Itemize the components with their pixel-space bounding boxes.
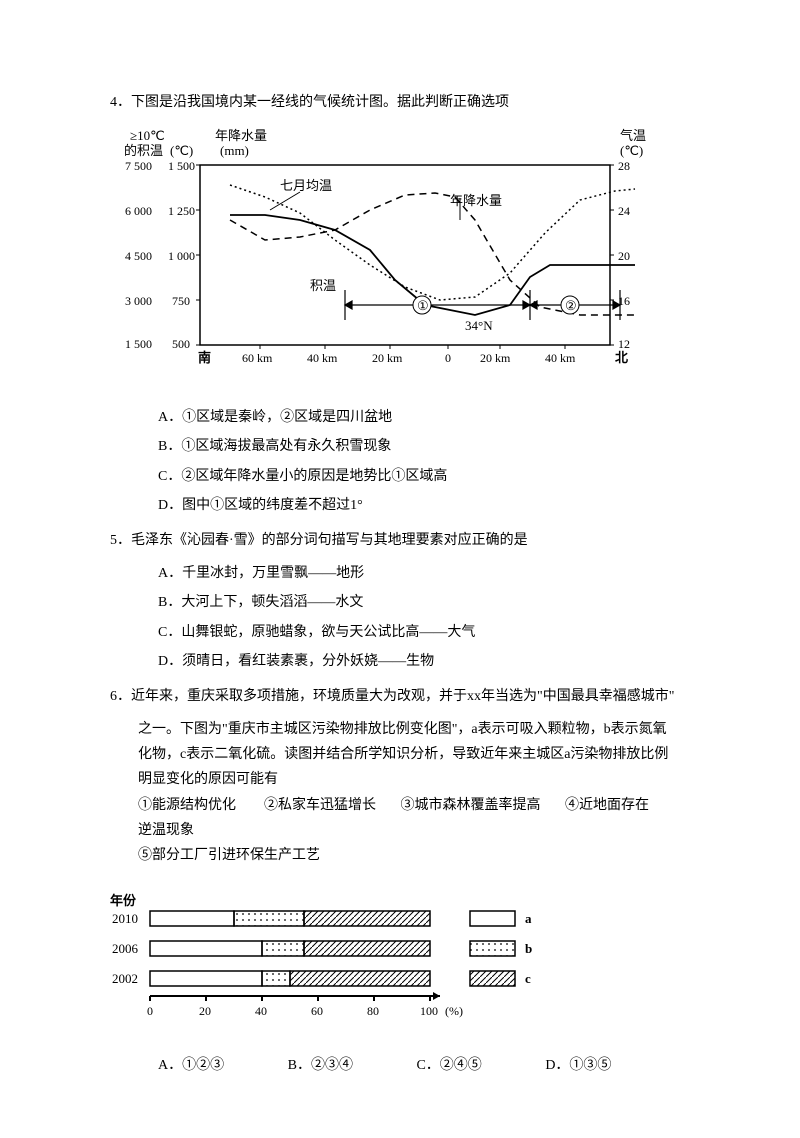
svg-text:积温: 积温 [310,278,336,293]
q6-options: A．①②③ B．②③④ C．②④⑤ D．①③⑤ [110,1053,690,1078]
svg-text:1 500: 1 500 [125,337,152,351]
svg-text:500: 500 [172,337,190,351]
svg-text:60: 60 [311,1004,323,1018]
svg-text:北: 北 [615,350,628,365]
svg-text:(mm): (mm) [220,143,249,158]
q6-opt-b: B．②③④ [288,1053,353,1078]
q5-opt-b: B．大河上下，顿失滔滔——水文 [158,590,690,615]
q6-t5a: ①能源结构优化 [138,798,236,813]
svg-text:20 km: 20 km [480,351,511,365]
pollution-chart-svg: 年份 2010 2006 2002 [110,893,590,1043]
svg-text:12: 12 [618,337,630,351]
q6-line7: ⑤部分工厂引进环保生产工艺 [110,843,690,868]
svg-text:a: a [525,911,532,926]
svg-text:24: 24 [618,204,630,218]
q5-num: 5． [110,533,131,548]
q5-opt-d: D．须晴日，看红装素裹，分外妖娆——生物 [158,649,690,674]
question-4: 4．下图是沿我国境内某一经线的气候统计图。据此判断正确选项 ≥10℃ 的积温 (… [110,90,690,518]
svg-text:20 km: 20 km [372,351,403,365]
svg-text:七月均温: 七月均温 [280,178,332,193]
svg-text:气温: 气温 [620,128,646,143]
svg-text:b: b [525,941,532,956]
q4-stem: 4．下图是沿我国境内某一经线的气候统计图。据此判断正确选项 [110,90,690,115]
q5-text: 毛泽东《沁园春·雪》的部分词句描写与其地理要素对应正确的是 [131,533,528,548]
svg-text:0: 0 [445,351,451,365]
svg-text:年降水量: 年降水量 [215,128,267,143]
q6-text1: 近年来，重庆采取多项措施，环境质量大为改观，并于xx年当选为"中国最具幸福感城市… [131,689,674,704]
q5-opt-a: A．千里冰封，万里雪飘——地形 [158,561,690,586]
q6-line4: 明显变化的原因可能有 [110,767,690,792]
svg-text:40 km: 40 km [545,351,576,365]
svg-text:40: 40 [255,1004,267,1018]
svg-text:750: 750 [172,294,190,308]
svg-text:南: 南 [198,350,211,365]
svg-text:(℃): (℃) [620,143,643,158]
q6-t5b: ②私家车迅猛增长 [264,798,376,813]
q6-num: 6． [110,689,131,704]
q6-t5d: ④近地面存在 [565,798,649,813]
q6-line2: 之一。下图为"重庆市主城区污染物排放比例变化图"，a表示可吸入颗粒物，b表示氮氧 [110,717,690,742]
svg-text:2006: 2006 [112,941,139,956]
question-5: 5．毛泽东《沁园春·雪》的部分词句描写与其地理要素对应正确的是 A．千里冰封，万… [110,528,690,674]
svg-text:①: ① [417,298,429,313]
svg-text:1 000: 1 000 [168,249,195,263]
svg-text:年份: 年份 [110,893,137,908]
q4-opt-c: C．②区域年降水量小的原因是地势比①区域高 [158,464,690,489]
q6-chart: 年份 2010 2006 2002 [110,893,690,1043]
svg-text:20: 20 [618,249,630,263]
q5-opt-c: C．山舞银蛇，原驰蜡象，欲与天公试比高——大气 [158,620,690,645]
svg-text:年降水量: 年降水量 [450,193,502,208]
q6-t5c: ③城市森林覆盖率提高 [401,798,541,813]
svg-text:(℃): (℃) [170,143,193,158]
q6-line6: 逆温现象 [110,818,690,843]
q4-opt-b: B．①区域海拔最高处有永久积雪现象 [158,434,690,459]
svg-text:28: 28 [618,159,630,173]
q4-num: 4． [110,95,131,110]
q5-options: A．千里冰封，万里雪飘——地形 B．大河上下，顿失滔滔——水文 C．山舞银蛇，原… [110,561,690,674]
svg-text:0: 0 [147,1004,153,1018]
svg-text:4 500: 4 500 [125,249,152,263]
svg-text:20: 20 [199,1004,211,1018]
q4-chart: ≥10℃ 的积温 (℃) 年降水量 (mm) 气温 (℃) 7 500 6 00… [110,125,690,395]
q4-opt-d: D．图中①区域的纬度差不超过1° [158,493,690,518]
q4-options: A．①区域是秦岭，②区域是四川盆地 B．①区域海拔最高处有永久积雪现象 C．②区… [110,405,690,518]
q4-opt-a: A．①区域是秦岭，②区域是四川盆地 [158,405,690,430]
q6-opt-c: C．②④⑤ [416,1053,481,1078]
svg-text:≥10℃: ≥10℃ [130,128,165,143]
svg-text:(%): (%) [445,1004,463,1018]
svg-text:60 km: 60 km [242,351,273,365]
svg-text:40 km: 40 km [307,351,338,365]
q6-opt-a: A．①②③ [158,1053,224,1078]
question-6: 6．近年来，重庆采取多项措施，环境质量大为改观，并于xx年当选为"中国最具幸福感… [110,684,690,1079]
svg-text:80: 80 [367,1004,379,1018]
svg-text:1 500: 1 500 [168,159,195,173]
svg-text:②: ② [565,298,577,313]
svg-text:7 500: 7 500 [125,159,152,173]
q6-line5: ①能源结构优化 ②私家车迅猛增长 ③城市森林覆盖率提高 ④近地面存在 [110,793,690,818]
q6-opt-d: D．①③⑤ [545,1053,611,1078]
svg-text:100: 100 [420,1004,438,1018]
svg-text:1 250: 1 250 [168,204,195,218]
svg-text:34°N: 34°N [465,318,493,333]
climate-chart-svg: ≥10℃ 的积温 (℃) 年降水量 (mm) 气温 (℃) 7 500 6 00… [110,125,670,395]
q4-text: 下图是沿我国境内某一经线的气候统计图。据此判断正确选项 [131,95,509,110]
svg-text:c: c [525,971,531,986]
svg-text:3 000: 3 000 [125,294,152,308]
svg-text:6 000: 6 000 [125,204,152,218]
q5-stem: 5．毛泽东《沁园春·雪》的部分词句描写与其地理要素对应正确的是 [110,528,690,553]
q6-line3: 化物，c表示二氧化硫。读图并结合所学知识分析，导致近年来主城区a污染物排放比例 [110,742,690,767]
svg-text:2002: 2002 [112,971,138,986]
svg-text:2010: 2010 [112,911,138,926]
svg-text:的积温: 的积温 [124,143,163,158]
q6-stem: 6．近年来，重庆采取多项措施，环境质量大为改观，并于xx年当选为"中国最具幸福感… [110,684,690,709]
